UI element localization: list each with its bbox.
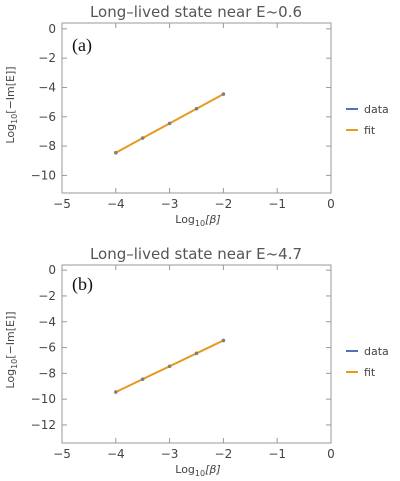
- plot-area: −5 −4 −3 −2 −1 00−2−4−6−8−10: [31, 22, 335, 211]
- plot-area: −5 −4 −3 −2 −1 00−2−4−6−8−10−12: [31, 263, 335, 461]
- x-tick-label: −3: [161, 447, 179, 461]
- plot-frame: [61, 264, 332, 444]
- y-tick-label: −2: [38, 289, 56, 303]
- x-tick-label: −5: [53, 447, 71, 461]
- data-point: [140, 377, 145, 381]
- y-tick-label: −10: [31, 168, 56, 182]
- x-tick-label: −1: [268, 197, 286, 211]
- y-tick-label: −6: [38, 341, 56, 355]
- y-tick-label: −4: [38, 80, 56, 94]
- chart-panel-b: Long–lived state near E~4.7 −5 −4 −3 −2 −1 00…: [4, 245, 389, 478]
- legend-label-fit: fit: [364, 366, 376, 379]
- panel-label: (a): [72, 35, 92, 56]
- y-tick-label: 0: [48, 263, 56, 277]
- x-tick-label: −2: [215, 197, 233, 211]
- x-axis-label: Log10[β]: [175, 463, 220, 478]
- data-point: [114, 390, 118, 394]
- x-tick-label: −5: [53, 197, 71, 211]
- y-axis-label: Log10[−Im[E]]: [4, 311, 19, 388]
- data-point: [194, 106, 199, 111]
- chart-panel-a: Long–lived state near E~0.6 −5 −4 −3 −2 −1 00…: [4, 3, 389, 228]
- y-tick-label: −4: [38, 315, 56, 329]
- y-tick-label: −8: [38, 139, 56, 153]
- data-point: [194, 351, 199, 356]
- x-tick-label: −4: [107, 197, 125, 211]
- x-tick-label: −2: [215, 447, 233, 461]
- x-tick-label: −4: [107, 447, 125, 461]
- legend: data fit: [346, 103, 389, 137]
- y-tick-label: −12: [31, 418, 56, 432]
- data-point: [221, 92, 226, 96]
- data-point: [221, 338, 226, 343]
- y-tick-label: −6: [38, 110, 56, 124]
- plot-frame: [61, 22, 332, 194]
- chart-title: Long–lived state near E~4.7: [90, 245, 302, 263]
- y-tick-label: −2: [38, 51, 56, 65]
- x-tick-label: −3: [161, 197, 179, 211]
- x-tick-label: 0: [327, 447, 335, 461]
- legend-label-data: data: [364, 103, 389, 116]
- y-tick-label: 0: [48, 22, 56, 36]
- x-tick-label: 0: [327, 197, 335, 211]
- data-point: [167, 364, 172, 369]
- chart-title: Long–lived state near E~0.6: [90, 3, 302, 21]
- legend: data fit: [346, 345, 389, 379]
- data-point: [114, 150, 118, 155]
- panel-label: (b): [72, 274, 93, 295]
- legend-label-data: data: [364, 345, 389, 358]
- x-tick-label: −1: [268, 447, 286, 461]
- y-tick-label: −10: [31, 392, 56, 406]
- legend-label-fit: fit: [364, 124, 376, 137]
- y-tick-label: −8: [38, 366, 56, 380]
- data-point: [167, 121, 172, 126]
- x-axis-label: Log10[β]: [175, 213, 220, 228]
- y-axis-label: Log10[−Im[E]]: [4, 66, 19, 143]
- data-point: [140, 136, 145, 140]
